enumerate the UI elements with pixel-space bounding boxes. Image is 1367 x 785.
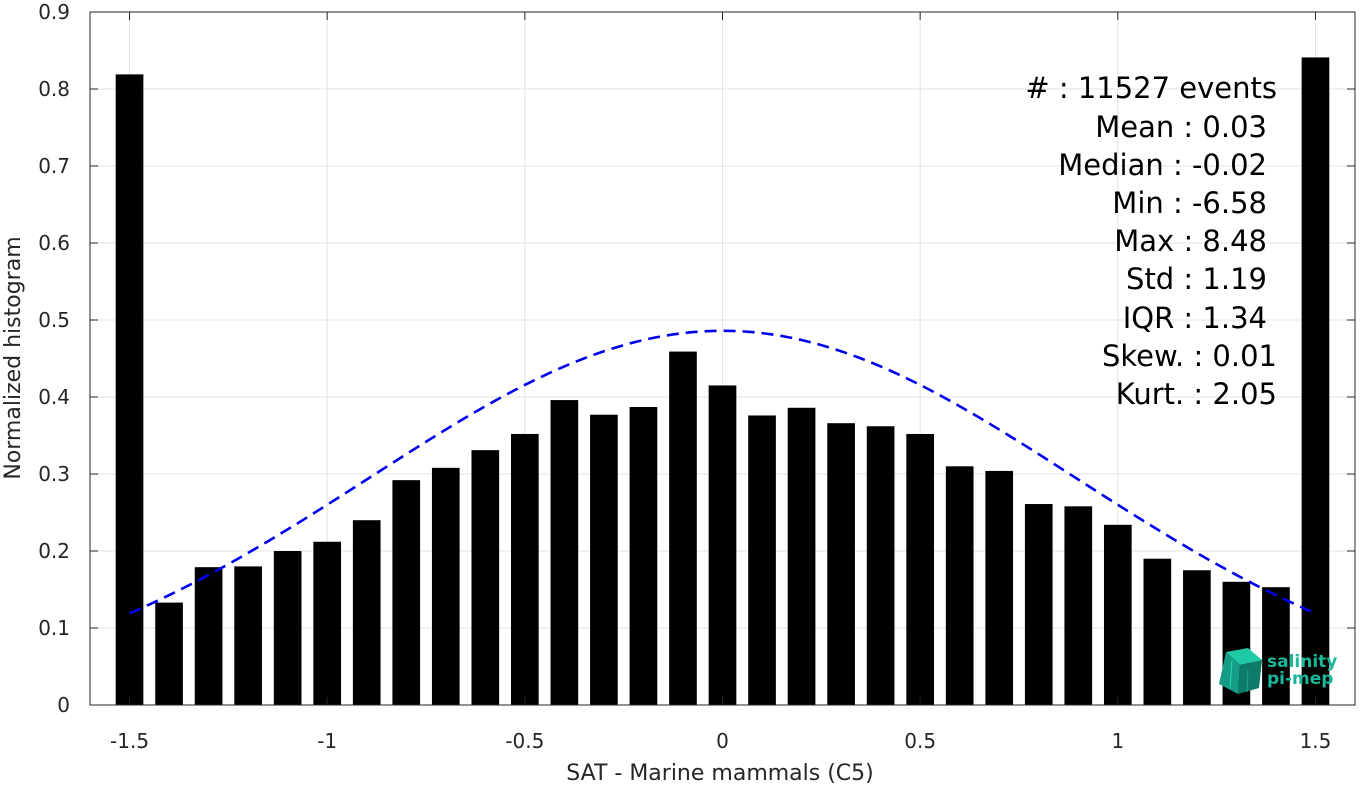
histogram-bar [234, 566, 262, 705]
y-tick-label: 0.1 [38, 616, 70, 640]
axis-ticks [90, 11, 1355, 706]
y-tick-label: 0.4 [38, 385, 70, 409]
histogram-bar [629, 407, 658, 705]
histogram-bar [748, 415, 776, 705]
histogram-bar [313, 541, 342, 705]
y-tick-label: 0.2 [38, 539, 70, 563]
histogram-bar [352, 520, 381, 705]
stat-kurt: Kurt. : 2.05 [1116, 377, 1277, 411]
x-tick-label: 1.5 [1300, 729, 1332, 753]
y-axis-label: Normalized histogram [1, 236, 26, 479]
logo-text-pimep: pi-mep [1267, 669, 1333, 689]
x-tick-label: -1 [317, 729, 337, 753]
histogram-bar [511, 433, 539, 705]
y-tick-label: 0.7 [38, 154, 70, 178]
stat-max: Max : 8.48 [1114, 224, 1267, 258]
histogram-bar [827, 423, 855, 705]
histogram-bars [115, 57, 1330, 706]
y-tick-label: 0.3 [38, 462, 70, 486]
histogram-bar [155, 602, 183, 705]
y-tick-labels: 0 0.1 0.2 0.3 0.4 0.5 0.6 0.7 0.8 0.9 [38, 0, 70, 717]
histogram-bar [787, 407, 816, 705]
histogram-bar [1183, 570, 1211, 705]
histogram-bar [115, 74, 144, 706]
histogram-bar [1103, 524, 1132, 705]
histogram-bar [392, 480, 421, 705]
x-axis-label: SAT - Marine mammals (C5) [566, 761, 874, 785]
histogram-bar [866, 426, 895, 705]
histogram-bar [550, 400, 579, 705]
histogram-bar [1143, 558, 1172, 705]
x-tick-label: 1 [1111, 729, 1124, 753]
histogram-bar [985, 470, 1014, 705]
y-tick-label: 0.5 [38, 308, 70, 332]
statistics-annotation: # : 11527 events Mean : 0.03 Median : -0… [1025, 71, 1277, 411]
gaussian-fit-curve [129, 329, 1316, 615]
histogram-bar [1301, 57, 1330, 706]
histogram-bar [431, 467, 460, 705]
y-tick-label: 0.9 [38, 0, 70, 24]
histogram-bar [471, 450, 500, 705]
logo-text-salinity: salinity [1267, 652, 1337, 672]
y-tick-label: 0.8 [38, 77, 70, 101]
salinity-pimep-logo: salinity pi-mep [1219, 648, 1337, 694]
x-tick-label: 0.5 [904, 729, 936, 753]
histogram-bar [1262, 587, 1290, 705]
histogram-bar [945, 466, 974, 705]
stat-mean: Mean : 0.03 [1095, 110, 1267, 144]
histogram-bar [708, 385, 737, 705]
histogram-bar [273, 551, 302, 705]
stat-skew: Skew. : 0.01 [1102, 339, 1277, 373]
y-tick-label: 0 [57, 693, 70, 717]
cube-logo-icon [1219, 648, 1262, 694]
x-tick-labels: -1.5 -1 -0.5 0 0.5 1 1.5 [110, 729, 1331, 753]
histogram-bar [669, 351, 697, 705]
stat-count: # : 11527 events [1025, 71, 1277, 105]
stat-median: Median : -0.02 [1058, 148, 1267, 182]
x-tick-label: -0.5 [505, 729, 544, 753]
histogram-bar [1024, 504, 1053, 705]
histogram-bar [590, 414, 618, 705]
histogram-bar [194, 567, 223, 705]
x-tick-label: -1.5 [110, 729, 149, 753]
stat-iqr: IQR : 1.34 [1123, 301, 1267, 335]
y-tick-label: 0.6 [38, 231, 70, 255]
histogram-bar [906, 433, 934, 705]
histogram-bar [1064, 506, 1093, 705]
stat-min: Min : -6.58 [1112, 186, 1267, 220]
x-tick-label: 0 [716, 729, 729, 753]
stat-std: Std : 1.19 [1126, 262, 1267, 296]
